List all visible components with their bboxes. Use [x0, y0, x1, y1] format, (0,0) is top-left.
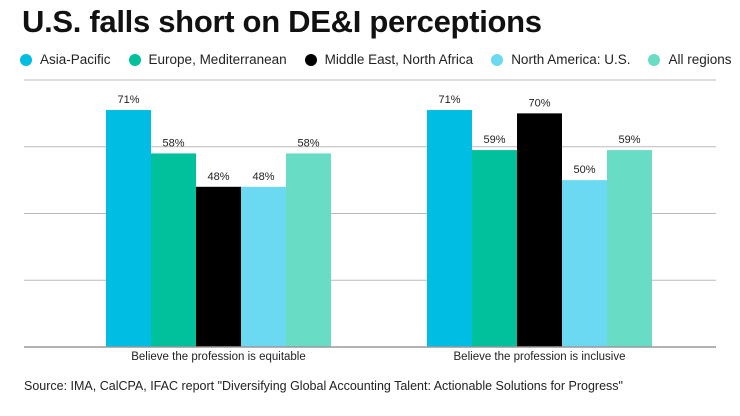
data-label: 59%	[618, 134, 640, 146]
data-label: 58%	[297, 137, 319, 149]
data-label: 58%	[162, 137, 184, 149]
bar	[607, 150, 652, 347]
bar	[517, 113, 562, 347]
legend-swatch	[648, 53, 661, 66]
legend-swatch	[128, 53, 141, 66]
bar	[427, 110, 472, 347]
legend-label: Middle East, North Africa	[324, 52, 474, 67]
legend-label: North America: U.S.	[511, 52, 631, 67]
legend-swatch	[491, 53, 504, 66]
chart-title: U.S. falls short on DE&I perceptions	[22, 4, 542, 39]
legend-item: All regions	[648, 52, 732, 67]
category-label: Believe the profession is equitable	[131, 351, 306, 363]
legend-label: All regions	[668, 52, 732, 67]
category-label: Believe the profession is inclusive	[454, 351, 626, 363]
data-label: 70%	[528, 97, 550, 109]
legend-item: Europe, Mediterranean	[128, 52, 287, 67]
legend-label: Asia-Pacific	[40, 52, 111, 67]
legend: Asia-Pacific Europe, Mediterranean Middle …	[20, 52, 732, 67]
data-label: 59%	[483, 134, 505, 146]
bar	[241, 186, 286, 347]
legend-swatch	[304, 53, 317, 66]
data-label: 71%	[438, 94, 460, 106]
bar	[286, 153, 331, 347]
bar	[196, 186, 241, 347]
legend-item: Middle East, North Africa	[304, 52, 474, 67]
legend-swatch	[20, 53, 32, 66]
data-label: 71%	[117, 94, 139, 106]
data-label: 48%	[207, 171, 229, 183]
data-label: 48%	[252, 171, 274, 183]
bar	[151, 153, 196, 347]
legend-item: Asia-Pacific	[20, 52, 111, 67]
legend-item: North America: U.S.	[491, 52, 630, 67]
data-label: 50%	[573, 164, 595, 176]
legend-label: Europe, Mediterranean	[148, 52, 287, 67]
source-note: Source: IMA, CalCPA, IFAC report "Divers…	[24, 379, 623, 393]
bar	[106, 110, 151, 347]
bar	[562, 180, 607, 347]
bar	[472, 150, 517, 347]
